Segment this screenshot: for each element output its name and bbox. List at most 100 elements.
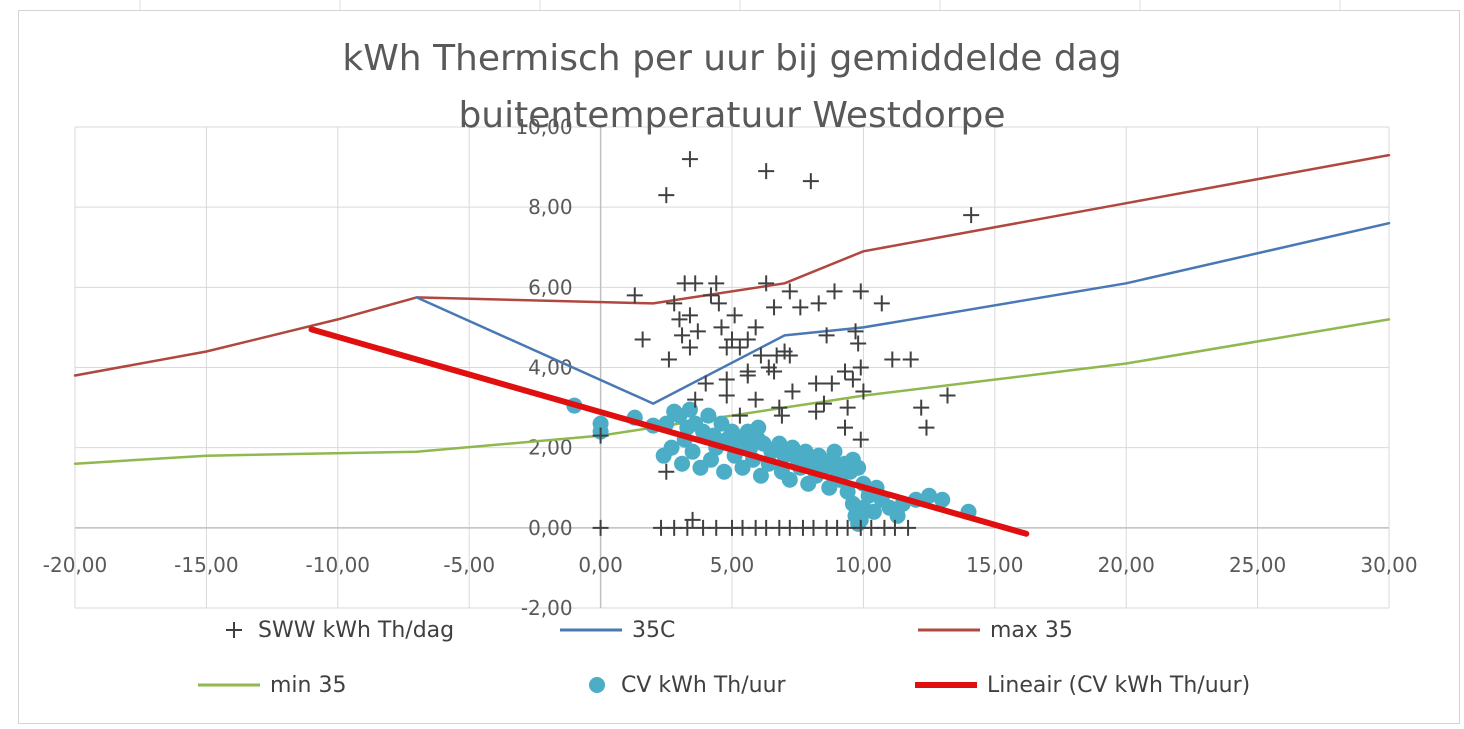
- x-tick-label: 0,00: [578, 553, 623, 577]
- sww-point: [771, 399, 788, 416]
- sww-point: [697, 375, 714, 392]
- sww-point: [837, 363, 854, 380]
- sww-point: [726, 307, 743, 324]
- sww-point: [808, 403, 825, 420]
- sww-point: [592, 519, 609, 536]
- sww-point: [724, 331, 740, 348]
- sww-point: [855, 383, 872, 400]
- sww-point: [918, 419, 935, 436]
- sww-point: [781, 283, 798, 300]
- x-tick-label: 20,00: [1098, 553, 1155, 577]
- sww-point: [852, 431, 869, 448]
- cv-point: [771, 435, 788, 452]
- cv-point: [784, 439, 801, 456]
- sww-point: [702, 287, 719, 304]
- sww-point: [666, 295, 683, 312]
- x-tick-label: 10,00: [835, 553, 892, 577]
- sww-point: [873, 295, 890, 312]
- legend-item-min35[interactable]: min 35: [198, 671, 346, 699]
- sww-point: [902, 351, 919, 368]
- sww-point: [802, 173, 819, 190]
- y-tick-label: 10,00: [515, 115, 572, 139]
- sww-point: [687, 275, 704, 292]
- cv-point: [705, 427, 722, 444]
- sww-point: [681, 339, 698, 356]
- cv-point: [663, 439, 680, 456]
- sww-point: [592, 427, 609, 444]
- sww-point: [766, 299, 783, 316]
- chart-title-line-2: buitentemperatuur Westdorpe: [458, 95, 1006, 136]
- sww-point: [674, 327, 691, 344]
- cv-point: [865, 503, 882, 520]
- sww-point: [823, 375, 840, 392]
- cv-point: [810, 447, 827, 464]
- cv-point: [702, 451, 719, 468]
- legend-line-marker-icon: [918, 628, 980, 632]
- legend-item-sww[interactable]: SWW kWh Th/dag: [220, 616, 454, 644]
- cv-point: [681, 401, 698, 418]
- sww-point: [626, 287, 643, 304]
- cv-point: [716, 463, 733, 480]
- x-tick-label: 30,00: [1360, 553, 1417, 577]
- sww-point: [718, 387, 735, 404]
- sww-point: [658, 187, 675, 204]
- y-tick-label: 8,00: [528, 195, 573, 219]
- sww-point: [850, 335, 867, 352]
- x-tick-label: -20,00: [43, 553, 107, 577]
- sww-point: [713, 319, 730, 336]
- chart-title-line-1: kWh Thermisch per uur bij gemiddelde dag: [342, 38, 1122, 79]
- legend-circle-marker-icon: [589, 677, 605, 693]
- legend-item-max35[interactable]: max 35: [918, 616, 1073, 644]
- legend-item-cv[interactable]: CV kWh Th/uur: [583, 671, 786, 699]
- sww-point: [766, 363, 783, 380]
- sww-point: [808, 375, 825, 392]
- legend-item-trend[interactable]: Lineair (CV kWh Th/uur): [915, 671, 1250, 699]
- cv-point: [739, 423, 756, 440]
- sww-point: [781, 347, 798, 364]
- cv-point: [889, 507, 906, 524]
- sww-point: [839, 399, 856, 416]
- sww-point: [689, 323, 706, 340]
- cv-point: [674, 455, 691, 472]
- cv-point: [797, 443, 814, 460]
- legend-label: max 35: [990, 617, 1073, 643]
- cv-point: [781, 471, 798, 488]
- sww-point: [731, 339, 748, 356]
- x-tick-label: -10,00: [306, 553, 370, 577]
- legend-item-c35[interactable]: 35C: [560, 616, 675, 644]
- sww-point: [900, 519, 917, 536]
- sww-point: [758, 163, 775, 180]
- sww-point: [671, 311, 688, 328]
- sww-point: [815, 395, 832, 412]
- sww-point: [758, 275, 775, 292]
- sww-point: [792, 299, 809, 316]
- cv-point: [684, 443, 701, 460]
- sww-point: [747, 391, 764, 408]
- x-tick-label: 25,00: [1229, 553, 1286, 577]
- cv-point: [700, 407, 717, 424]
- sww-point: [708, 519, 725, 536]
- sww-point: [687, 391, 704, 408]
- sww-point: [884, 351, 901, 368]
- legend-label: SWW kWh Th/dag: [258, 617, 455, 643]
- sww-point: [852, 283, 869, 300]
- sww-point: [752, 347, 769, 364]
- sww-point: [718, 371, 735, 388]
- y-tick-label: -2,00: [521, 596, 573, 620]
- legend-label: Lineair (CV kWh Th/uur): [987, 672, 1251, 698]
- sww-point: [731, 407, 748, 424]
- sww-point: [773, 407, 790, 424]
- sww-point: [810, 295, 827, 312]
- sww-point: [739, 367, 756, 384]
- sww-point: [852, 359, 869, 376]
- x-tick-label: 15,00: [966, 553, 1023, 577]
- y-tick-label: 6,00: [528, 275, 573, 299]
- cv-point: [724, 423, 740, 440]
- x-tick-label: -5,00: [443, 553, 495, 577]
- cv-point: [921, 487, 938, 504]
- sww-point: [739, 331, 756, 348]
- legend-line-marker-icon: [915, 682, 977, 688]
- sww-point: [847, 323, 864, 340]
